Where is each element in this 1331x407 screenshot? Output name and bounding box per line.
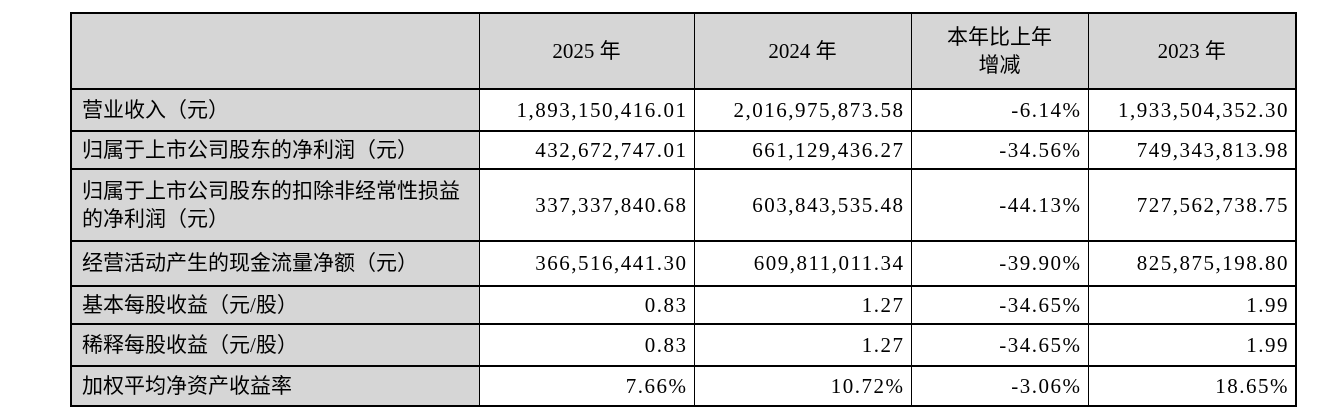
cell-2023: 1.99	[1087, 285, 1297, 325]
row-label: 营业收入（元）	[70, 88, 480, 132]
header-2025: 2025 年	[478, 12, 695, 90]
cell-2023: 749,343,813.98	[1087, 130, 1297, 170]
cell-2025: 366,516,441.30	[478, 240, 695, 287]
cell-2025: 0.83	[478, 285, 695, 325]
cell-2025: 0.83	[478, 323, 695, 367]
cell-2023: 1,933,504,352.30	[1087, 88, 1297, 132]
row-label: 归属于上市公司股东的净利润（元）	[70, 130, 480, 170]
cell-change: -3.06%	[910, 365, 1089, 407]
header-2023: 2023 年	[1087, 12, 1297, 90]
header-yoy-change-line1: 本年比上年	[947, 24, 1052, 49]
financial-summary-table-wrap: 2025 年 2024 年 本年比上年 增减 2023 年 营业收入（元） 1,…	[70, 12, 1297, 407]
cell-change: -34.65%	[910, 323, 1089, 367]
table-row-net-profit: 归属于上市公司股东的净利润（元） 432,672,747.01 661,129,…	[70, 130, 1297, 170]
header-yoy-change-line2: 增减	[978, 53, 1021, 77]
row-label: 经营活动产生的现金流量净额（元）	[70, 240, 480, 287]
cell-2025: 1,893,150,416.01	[478, 88, 695, 132]
cell-2024: 2,016,975,873.58	[693, 88, 912, 132]
header-corner-cell	[70, 12, 480, 90]
table-row-operating-cash-flow: 经营活动产生的现金流量净额（元） 366,516,441.30 609,811,…	[70, 240, 1297, 287]
cell-2024: 609,811,011.34	[693, 240, 912, 287]
header-2024: 2024 年	[693, 12, 912, 90]
table-row-weighted-avg-roe: 加权平均净资产收益率 7.66% 10.72% -3.06% 18.65%	[70, 365, 1297, 407]
cell-change: -44.13%	[910, 168, 1089, 242]
table-row-diluted-eps: 稀释每股收益（元/股） 0.83 1.27 -34.65% 1.99	[70, 323, 1297, 367]
table-row-net-profit-excl-nonrecurring: 归属于上市公司股东的扣除非经常性损益的净利润（元） 337,337,840.68…	[70, 168, 1297, 242]
cell-2024: 1.27	[693, 323, 912, 367]
cell-2024: 661,129,436.27	[693, 130, 912, 170]
header-yoy-change: 本年比上年 增减	[910, 12, 1089, 90]
financial-summary-table: 2025 年 2024 年 本年比上年 增减 2023 年 营业收入（元） 1,…	[70, 12, 1297, 407]
row-label: 基本每股收益（元/股）	[70, 285, 480, 325]
table-header-row: 2025 年 2024 年 本年比上年 增减 2023 年	[70, 12, 1297, 90]
cell-change: -34.56%	[910, 130, 1089, 170]
row-label: 加权平均净资产收益率	[70, 365, 480, 407]
cell-change: -39.90%	[910, 240, 1089, 287]
cell-2024: 1.27	[693, 285, 912, 325]
table-row-revenue: 营业收入（元） 1,893,150,416.01 2,016,975,873.5…	[70, 88, 1297, 132]
cell-2025: 432,672,747.01	[478, 130, 695, 170]
cell-2023: 825,875,198.80	[1087, 240, 1297, 287]
cell-2024: 603,843,535.48	[693, 168, 912, 242]
cell-2023: 727,562,738.75	[1087, 168, 1297, 242]
cell-2024: 10.72%	[693, 365, 912, 407]
cell-change: -34.65%	[910, 285, 1089, 325]
row-label: 归属于上市公司股东的扣除非经常性损益的净利润（元）	[70, 168, 480, 242]
cell-2023: 18.65%	[1087, 365, 1297, 407]
cell-2023: 1.99	[1087, 323, 1297, 367]
cell-2025: 7.66%	[478, 365, 695, 407]
row-label: 稀释每股收益（元/股）	[70, 323, 480, 367]
cell-2025: 337,337,840.68	[478, 168, 695, 242]
cell-change: -6.14%	[910, 88, 1089, 132]
table-row-basic-eps: 基本每股收益（元/股） 0.83 1.27 -34.65% 1.99	[70, 285, 1297, 325]
